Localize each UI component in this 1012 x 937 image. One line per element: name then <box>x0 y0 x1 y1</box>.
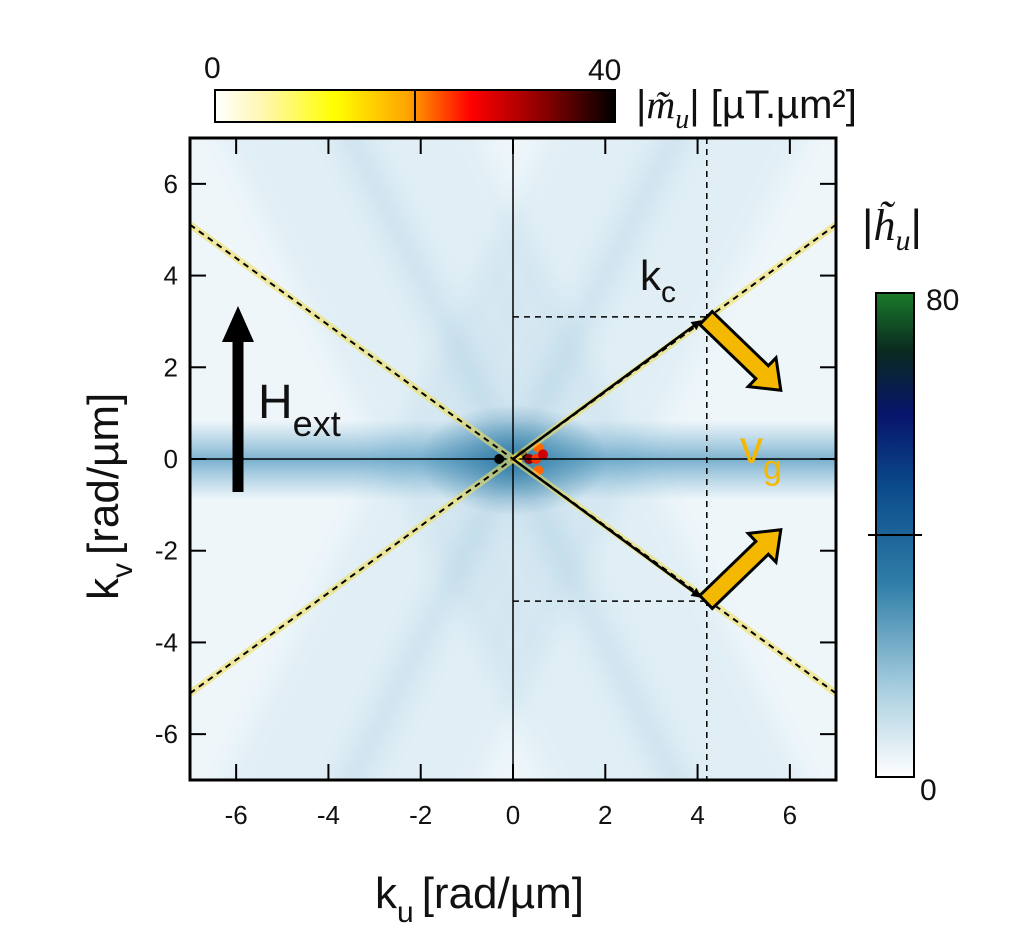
x-tick-label: 2 <box>598 800 612 830</box>
axis-ticks <box>190 138 836 780</box>
x-axis-title: ku [rad/µm] <box>375 869 584 929</box>
y-tick-label: 2 <box>164 352 178 382</box>
kc-label: kc <box>640 252 676 309</box>
group-velocity-arrows: vg <box>697 309 783 611</box>
x-tick-label: 6 <box>783 800 797 830</box>
x-tick-label: 0 <box>506 800 520 830</box>
colorbar-h-max: 80 <box>926 284 959 317</box>
colorbar-h-min: 0 <box>920 774 937 807</box>
vg-label: vg <box>740 421 782 487</box>
y-tick-label: 6 <box>164 169 178 199</box>
colorbar-m-max: 40 <box>588 54 621 87</box>
y-tick-label: 0 <box>164 444 178 474</box>
colorbar-m-label: |m̃u| [µT.µm²] <box>636 82 857 135</box>
y-tick-label: -2 <box>155 536 178 566</box>
colorbar-h-label: |h̃u| <box>862 201 922 257</box>
overlay-lines <box>190 138 836 780</box>
y-tick-label: -4 <box>155 627 178 657</box>
y-axis-title: kv[rad/µm] <box>79 393 139 600</box>
hot-spot <box>537 449 548 460</box>
field-label: Hext <box>258 376 341 444</box>
kc-arrow-lower <box>512 457 702 598</box>
y-tick-label: -6 <box>155 719 178 749</box>
field-annotation: Hext <box>222 306 341 492</box>
x-tick-label: -4 <box>317 800 340 830</box>
axis-tick-labels: -6 -4 -2 0 2 4 6 -6 -4 -2 0 2 4 6 <box>155 169 797 830</box>
x-tick-label: -2 <box>409 800 432 830</box>
colorbar-h: 80 0 |h̃u| <box>862 201 959 807</box>
x-tick-label: -6 <box>225 800 248 830</box>
colorbar-m: 0 40 |m̃u| [µT.µm²] <box>204 52 857 135</box>
x-tick-label: 4 <box>690 800 704 830</box>
kc-arrow-upper <box>512 320 702 461</box>
y-tick-label: 4 <box>164 261 178 291</box>
colorbar-m-min: 0 <box>204 52 221 85</box>
